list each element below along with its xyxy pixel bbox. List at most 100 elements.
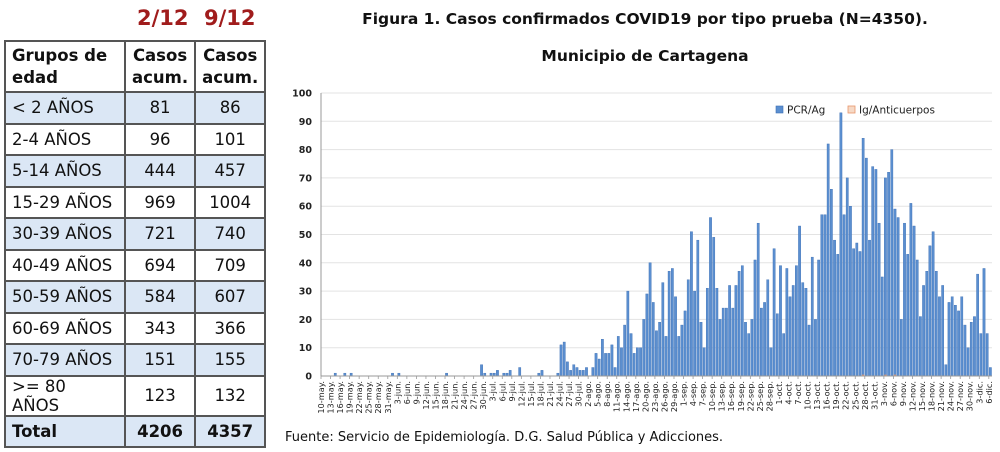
y-tick-label: 90	[299, 117, 313, 128]
bar-pcr-ag	[655, 330, 658, 377]
x-tick-label: 15-jun.	[430, 381, 440, 410]
bar-pcr-ag	[747, 333, 751, 377]
bar-pcr-ag	[725, 307, 728, 377]
bar-pcr-ag	[820, 214, 824, 377]
bar-pcr-ag	[791, 285, 795, 377]
y-tick-label: 50	[299, 230, 313, 241]
y-tick-label: 70	[299, 173, 313, 184]
x-tick-label: 9-jul.	[507, 381, 517, 402]
bar-pcr-ag	[728, 285, 731, 377]
bar-pcr-ag	[922, 285, 925, 377]
x-tick-label: 22-may.	[354, 381, 364, 414]
bar-pcr-ag	[874, 169, 878, 377]
x-tick-label: 7-sep.	[698, 381, 708, 406]
bar-pcr-ag	[836, 254, 840, 377]
bar-ig-anticuerpos	[884, 374, 887, 376]
x-tick-label: 6-jun.	[402, 381, 412, 404]
bar-pcr-ag	[772, 248, 776, 377]
x-tick-label: 25-oct.	[850, 381, 860, 410]
y-tick-label: 10	[299, 343, 313, 354]
bar-pcr-ag	[855, 242, 859, 377]
x-tick-label: 10-sep.	[707, 381, 717, 411]
x-tick-label: 21-jul.	[545, 381, 555, 407]
x-tick-label: 24-jul.	[555, 381, 565, 407]
cases-cell-1: 81	[123, 91, 197, 125]
bar-pcr-ag	[658, 322, 661, 377]
x-tick-label: 19-oct.	[831, 381, 841, 410]
bar-pcr-ag	[693, 290, 696, 377]
bar-pcr-ag	[890, 149, 894, 377]
bar-pcr-ag	[928, 245, 932, 377]
bar-pcr-ag	[899, 319, 903, 377]
x-tick-label: 31-may.	[383, 381, 393, 414]
bar-pcr-ag	[976, 273, 979, 377]
x-tick-label: 12-jun.	[421, 381, 431, 410]
bar-pcr-ag	[674, 296, 677, 377]
bar-pcr-ag	[868, 239, 871, 377]
cases-cell-2: 709	[194, 248, 267, 282]
y-tick-label: 20	[299, 315, 313, 326]
bar-pcr-ag	[709, 217, 712, 377]
x-tick-label: 18-jul.	[535, 381, 545, 407]
table-row: 15-29 AÑOS 969 1004	[4, 185, 267, 219]
bar-pcr-ag	[950, 296, 954, 377]
x-tick-label: 4-sep.	[688, 381, 698, 406]
x-tick-label: 15-jul.	[526, 381, 536, 407]
bar-pcr-ag	[947, 302, 951, 377]
cases-cell-1: 584	[123, 280, 197, 314]
bar-pcr-ag	[496, 370, 499, 377]
bar-pcr-ag	[896, 217, 900, 377]
age-group-cell: 30-39 AÑOS	[4, 217, 126, 251]
bar-pcr-ag	[690, 231, 693, 377]
cases-cell-2: 366	[194, 311, 267, 345]
bar-pcr-ag	[616, 336, 620, 377]
cases-cell-2: 4357	[194, 414, 267, 448]
table-row: 2-4 AÑOS 96 101	[4, 122, 267, 156]
bar-pcr-ag	[540, 370, 544, 377]
y-tick-label: 80	[299, 145, 313, 156]
bar-pcr-ag	[480, 364, 483, 377]
bar-pcr-ag	[909, 203, 913, 377]
header-cases-1: Casos acum.	[123, 40, 197, 93]
bar-pcr-ag	[737, 271, 741, 377]
age-group-cell: 60-69 AÑOS	[4, 311, 126, 345]
bar-pcr-ag	[667, 271, 671, 377]
x-tick-label: 30-jun.	[478, 381, 488, 410]
bar-pcr-ag	[871, 166, 875, 377]
cases-cell-2: 132	[194, 374, 267, 417]
bar-pcr-ag	[779, 265, 782, 377]
x-tick-label: 14-ago.	[621, 381, 631, 412]
bar-pcr-ag	[979, 333, 983, 377]
x-tick-label: 18-jun.	[440, 381, 450, 410]
bar-pcr-ag	[795, 265, 798, 377]
bar-pcr-ag	[671, 268, 674, 377]
bar-pcr-ag	[814, 319, 817, 377]
table-row: >= 80 AÑOS 123 132	[4, 374, 267, 417]
x-tick-label: 19-may.	[345, 381, 355, 414]
x-tick-label: 2-ago.	[583, 381, 593, 407]
bar-pcr-ag	[613, 367, 617, 377]
x-tick-label: 13-oct.	[812, 381, 822, 410]
bar-pcr-ag	[833, 239, 836, 377]
bar-pcr-ag	[626, 290, 630, 377]
bar-pcr-ag	[601, 339, 604, 377]
x-tick-label: 28-sep.	[764, 381, 774, 411]
x-tick-label: 26-ago.	[659, 381, 669, 412]
legend-swatch-ig-anticuerpos	[847, 105, 856, 114]
table-row: 5-14 AÑOS 444 457	[4, 154, 267, 188]
x-tick-label: 27-nov.	[955, 381, 965, 411]
x-tick-label: 3-jul.	[488, 381, 498, 402]
bar-pcr-ag	[750, 319, 754, 377]
cases-cell-1: 343	[123, 311, 197, 345]
bar-pcr-ag	[661, 282, 665, 377]
bar-pcr-ag	[645, 293, 649, 377]
table-header-row: Grupos de edad Casos acum. Casos acum.	[4, 40, 267, 93]
bar-pcr-ag	[912, 225, 916, 377]
bar-pcr-ag	[880, 276, 884, 377]
x-tick-label: 22-oct.	[841, 381, 851, 410]
x-tick-label: 3-nov.	[879, 381, 889, 406]
x-tick-label: 3-dic.	[974, 381, 984, 404]
x-tick-label: 16-sep.	[726, 381, 736, 411]
bar-pcr-ag	[938, 296, 941, 377]
x-tick-label: 31-oct.	[869, 381, 879, 410]
